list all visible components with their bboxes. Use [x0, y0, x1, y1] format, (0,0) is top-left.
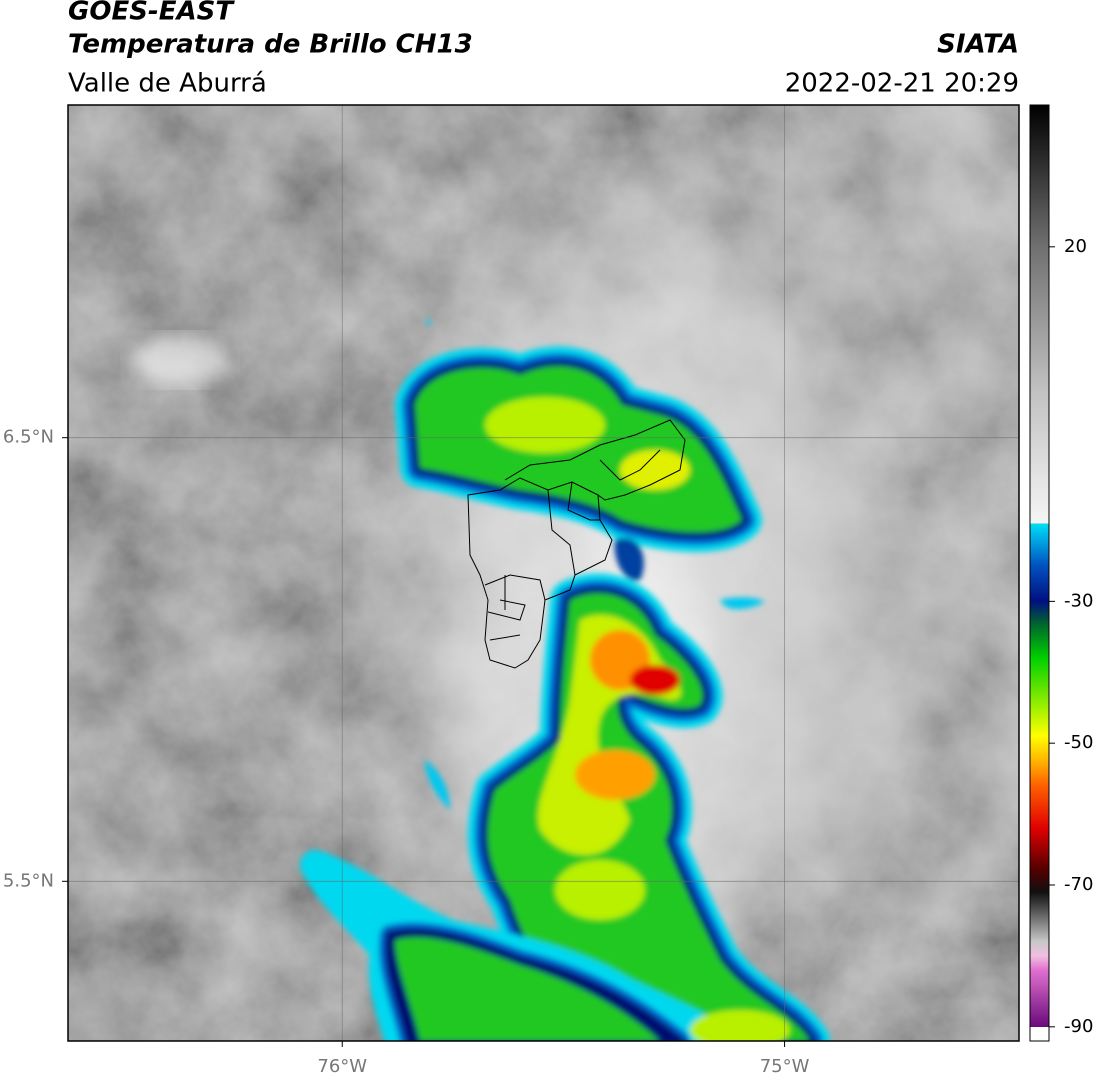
colorbar-tick-label: -50 [1064, 732, 1093, 753]
source: SIATA [937, 30, 1019, 60]
colorbar-tick-label: -30 [1064, 590, 1093, 611]
lat-tick-label: 6.5°N [3, 427, 54, 448]
lon-tick-label: 75°W [760, 1056, 810, 1077]
map-frame [67, 104, 1020, 1042]
municipal-boundaries [467, 419, 686, 669]
colorbar [1029, 104, 1050, 1042]
lon-tick-label: 76°W [317, 1056, 367, 1077]
lat-tick-label: 5.5°N [3, 870, 54, 891]
colorbar-tick-label: -70 [1064, 874, 1093, 895]
satellite-image [68, 105, 1019, 1041]
convective-clouds [300, 318, 830, 1041]
region: Valle de Aburrá [68, 69, 267, 99]
subtitle: Temperatura de Brillo CH13 [68, 30, 473, 60]
colorbar-tick-label: 20 [1064, 236, 1087, 257]
colorbar-tick-label: -90 [1064, 1016, 1093, 1037]
timestamp: 2022-02-21 20:29 [785, 69, 1019, 99]
title: GOES-EAST [68, 0, 235, 27]
